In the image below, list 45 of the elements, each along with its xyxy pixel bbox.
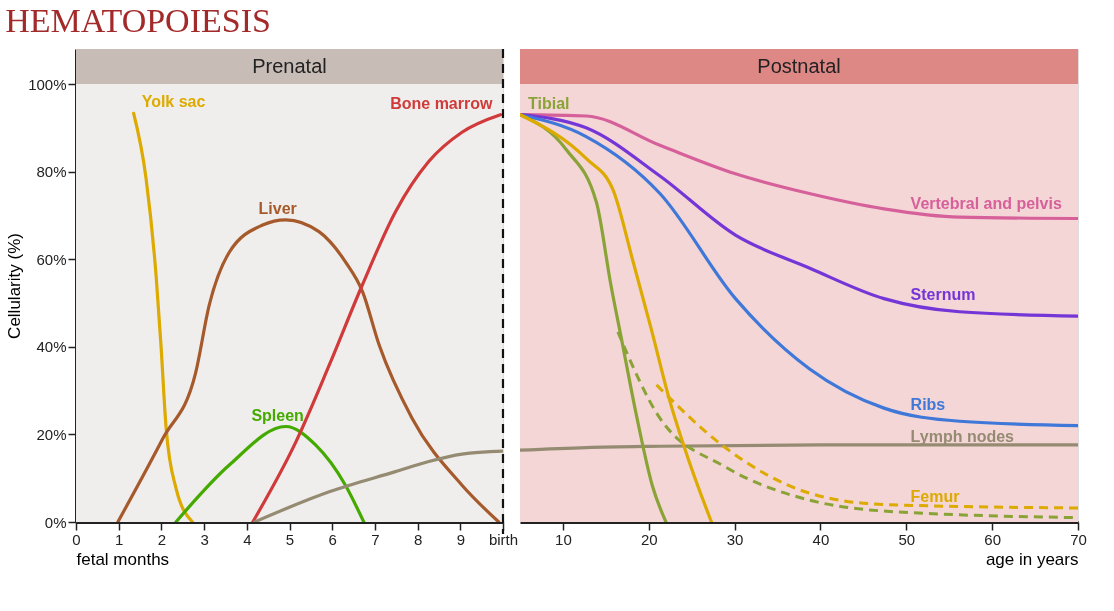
x-tick-label: 10: [555, 530, 572, 548]
line-series: [116, 218, 501, 522]
y-tick-label: 20%: [36, 425, 67, 443]
y-tick-label: 80%: [36, 163, 67, 181]
x-tick-label: 1: [115, 530, 124, 548]
x-tick-label: 0: [72, 530, 81, 548]
x-tick-label: 6: [328, 530, 337, 548]
series-label: Tibial: [528, 94, 570, 112]
line-series: [251, 113, 503, 522]
band-label: Prenatal: [252, 54, 327, 77]
line-series: [132, 111, 195, 522]
x-tick-label: 20: [640, 530, 658, 548]
series-label: Bone marrow: [390, 94, 493, 112]
x-tick-label: 3: [200, 530, 209, 548]
y-tick-label: 40%: [36, 338, 67, 356]
series-label: Yolk sac: [141, 93, 206, 111]
series-label: Vertebral and pelvis: [910, 194, 1062, 212]
x-tick-label: 8: [413, 530, 423, 548]
series-label: Spleen: [251, 406, 304, 424]
x-axis-title: fetal months: [76, 549, 170, 569]
line-series: [174, 424, 366, 522]
x-tick-label: 7: [371, 530, 380, 548]
x-tick-label: 4: [243, 530, 252, 548]
x-tick-label: 30: [726, 530, 744, 548]
chart-title: HEMATOPOIESIS: [5, 2, 271, 40]
y-tick-label: 0%: [44, 513, 67, 531]
y-tick-label: 60%: [36, 250, 67, 268]
series-label: Sternum: [910, 286, 976, 304]
x-tick-label: 9: [456, 530, 465, 548]
line-series: [252, 449, 503, 522]
y-tick-label: 100%: [28, 75, 67, 93]
x-axis-title: age in years: [985, 549, 1079, 569]
x-tick-label: 70: [1070, 530, 1087, 548]
series-label: Liver: [258, 199, 297, 217]
x-tick-label: 60: [984, 530, 1001, 548]
x-tick-label: 50: [898, 530, 916, 548]
x-tick-label: 40: [812, 530, 830, 548]
x-tick-label: 5: [285, 530, 295, 548]
x-tick-label: birth: [488, 530, 519, 548]
series-label: Femur: [910, 487, 960, 505]
series-label: Lymph nodes: [910, 427, 1015, 445]
band-label: Postnatal: [757, 54, 841, 77]
series-label: Ribs: [910, 395, 946, 413]
x-tick-label: 2: [157, 530, 167, 548]
y-axis-title: Cellularity (%): [5, 233, 25, 339]
